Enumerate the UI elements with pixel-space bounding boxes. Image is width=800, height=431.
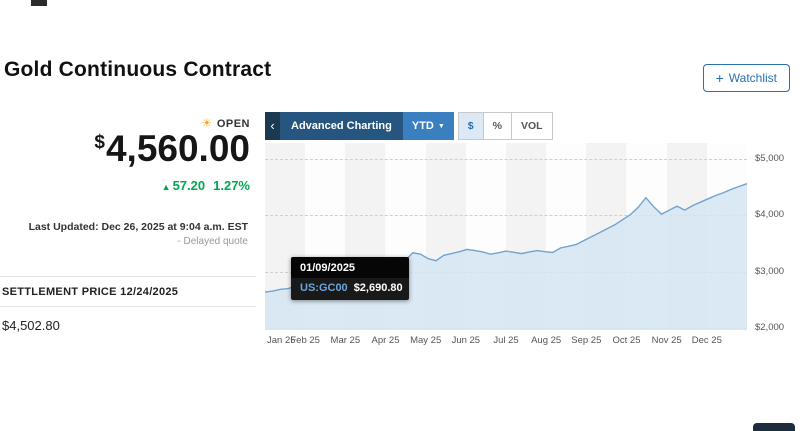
x-axis-label: Feb 25 [290,335,320,346]
gridline [265,158,747,160]
x-axis-label: May 25 [410,335,442,346]
market-status: OPEN [216,118,250,130]
x-axis-label: Jul 25 [493,335,519,346]
price-change-row: ▲ 57.20 1.27% [0,178,250,193]
watchlist-label: Watchlist [728,71,777,85]
chart-plot[interactable]: 01/09/2025 US:GC00 $2,690.80 [265,143,747,330]
y-axis-label: $4,000 [755,209,785,221]
chart-panel: ‹ Advanced Charting YTD ▼ $ % VOL 01/09/… [265,112,797,358]
y-axis-label: $3,000 [755,265,785,277]
change-value: 57.20 [172,178,206,193]
site-header-remnant [31,0,47,6]
plus-icon: + [715,70,724,86]
change-percent: 1.27% [213,178,250,193]
display-mode-group: $ % VOL [457,112,553,140]
tooltip-price: $2,690.80 [353,282,403,294]
percent-mode-button[interactable]: % [482,112,512,140]
dollar-mode-button[interactable]: $ [457,112,484,140]
x-axis-label: Sep 25 [571,335,602,346]
sun-icon: ☀ [201,116,213,130]
x-axis-label: Jun 25 [451,335,481,346]
x-axis-label: Jan 25 [267,335,296,346]
page-title: Gold Continuous Contract [4,58,272,81]
chevron-down-icon: ▼ [437,122,445,130]
volume-toggle-button[interactable]: VOL [510,112,553,140]
last-price: $4,560.00 [0,128,250,170]
chart-tooltip: 01/09/2025 US:GC00 $2,690.80 [291,257,409,300]
market-status-row: ☀ OPEN [0,116,250,130]
price-value: 4,560.00 [105,128,250,169]
up-arrow-icon: ▲ [161,182,171,192]
plot-wrap: 01/09/2025 US:GC00 $2,690.80 $5,000 $4,00… [265,143,797,358]
x-axis-label: Mar 25 [330,335,361,346]
feedback-button-remnant[interactable] [753,423,795,431]
delayed-quote-note: - Delayed quote [177,236,248,247]
tooltip-symbol: US:GC00 [300,282,348,294]
x-axis-label: Oct 25 [612,335,641,346]
collapse-chart-button[interactable]: ‹ [265,112,280,140]
currency-symbol: $ [94,132,105,153]
last-updated-text: Last Updated: Dec 26, 2025 at 9:04 a.m. … [28,221,248,233]
range-dropdown[interactable]: YTD ▼ [402,112,454,140]
settlement-value: $4,502.80 [2,318,60,333]
x-axis-labels: Jan 25 Feb 25 Mar 25 Apr 25 May 25 Jun 25 Jul … [265,334,747,348]
settlement-section: SETTLEMENT PRICE 12/24/2025 $4,502.80 [0,276,256,333]
add-watchlist-button[interactable]: + Watchlist [702,64,790,92]
y-axis-label: $5,000 [755,152,785,164]
gridline [265,215,747,217]
x-axis-label: Apr 25 [371,335,400,346]
price-area-svg [265,183,747,330]
tooltip-date: 01/09/2025 [291,257,409,278]
y-axis-label: $2,000 [755,322,785,334]
range-label: YTD [411,120,434,132]
tooltip-body: US:GC00 $2,690.80 [291,278,409,300]
x-axis-label: Dec 25 [691,335,722,346]
x-axis-label: Aug 25 [531,335,562,346]
x-axis-label: Nov 25 [651,335,682,346]
chevron-left-icon: ‹ [270,118,275,133]
settlement-label: SETTLEMENT PRICE 12/24/2025 [0,277,256,307]
chart-toolbar: ‹ Advanced Charting YTD ▼ $ % VOL [265,112,797,140]
advanced-charting-button[interactable]: Advanced Charting [280,112,403,140]
